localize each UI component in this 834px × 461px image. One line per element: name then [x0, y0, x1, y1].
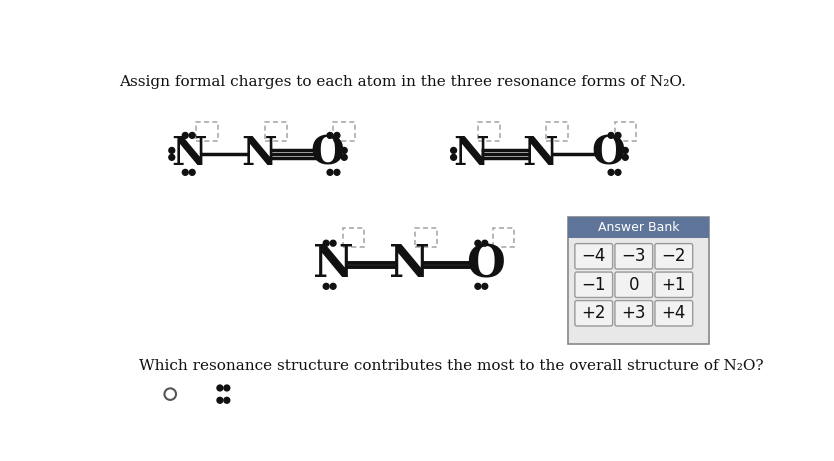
Text: +1: +1: [661, 276, 686, 294]
Text: N: N: [313, 243, 354, 286]
Circle shape: [189, 132, 195, 138]
FancyBboxPatch shape: [575, 272, 613, 297]
Text: −4: −4: [581, 247, 606, 265]
Circle shape: [615, 132, 621, 138]
FancyBboxPatch shape: [415, 228, 437, 247]
Circle shape: [622, 154, 628, 160]
FancyBboxPatch shape: [615, 272, 653, 297]
Circle shape: [168, 148, 174, 154]
Text: −2: −2: [661, 247, 686, 265]
FancyBboxPatch shape: [197, 122, 218, 141]
Text: N: N: [389, 243, 430, 286]
Text: +4: +4: [661, 304, 686, 322]
FancyBboxPatch shape: [493, 228, 515, 247]
Text: Which resonance structure contributes the most to the overall structure of N₂O?: Which resonance structure contributes th…: [138, 359, 763, 372]
Circle shape: [224, 385, 229, 391]
Circle shape: [327, 170, 333, 175]
Text: O: O: [466, 243, 505, 286]
FancyBboxPatch shape: [655, 243, 693, 269]
Text: N: N: [241, 135, 277, 173]
Circle shape: [330, 284, 336, 289]
Text: O: O: [310, 135, 344, 173]
FancyBboxPatch shape: [615, 243, 653, 269]
FancyBboxPatch shape: [655, 301, 693, 326]
Circle shape: [189, 170, 195, 175]
Circle shape: [622, 148, 628, 154]
FancyBboxPatch shape: [655, 272, 693, 297]
FancyBboxPatch shape: [615, 122, 636, 141]
Circle shape: [327, 132, 333, 138]
FancyBboxPatch shape: [575, 243, 613, 269]
Circle shape: [183, 170, 188, 175]
FancyBboxPatch shape: [265, 122, 287, 141]
Circle shape: [330, 240, 336, 246]
FancyBboxPatch shape: [615, 301, 653, 326]
Circle shape: [615, 170, 621, 175]
Text: Answer Bank: Answer Bank: [598, 221, 680, 234]
Circle shape: [608, 170, 614, 175]
Circle shape: [475, 240, 480, 246]
FancyBboxPatch shape: [343, 228, 364, 247]
Text: −3: −3: [621, 247, 646, 265]
Circle shape: [217, 385, 223, 391]
Text: +3: +3: [621, 304, 646, 322]
Text: N: N: [453, 135, 488, 173]
FancyBboxPatch shape: [575, 301, 613, 326]
Text: Assign formal charges to each atom in the three resonance forms of N₂O.: Assign formal charges to each atom in th…: [119, 75, 686, 89]
Circle shape: [475, 284, 480, 289]
FancyBboxPatch shape: [568, 217, 709, 344]
Circle shape: [482, 284, 488, 289]
FancyBboxPatch shape: [546, 122, 568, 141]
Text: N: N: [522, 135, 558, 173]
Circle shape: [224, 397, 229, 403]
Text: N: N: [171, 135, 207, 173]
Circle shape: [450, 154, 456, 160]
Circle shape: [324, 240, 329, 246]
Text: 0: 0: [629, 276, 639, 294]
Circle shape: [324, 284, 329, 289]
Circle shape: [608, 132, 614, 138]
Circle shape: [341, 148, 347, 154]
FancyBboxPatch shape: [334, 122, 355, 141]
Circle shape: [168, 154, 174, 160]
Circle shape: [450, 148, 456, 154]
Text: O: O: [591, 135, 626, 173]
Text: +2: +2: [581, 304, 606, 322]
Text: −1: −1: [581, 276, 606, 294]
Circle shape: [334, 170, 340, 175]
FancyBboxPatch shape: [568, 217, 709, 238]
Circle shape: [217, 397, 223, 403]
Circle shape: [482, 240, 488, 246]
Circle shape: [183, 132, 188, 138]
FancyBboxPatch shape: [478, 122, 500, 141]
Circle shape: [341, 154, 347, 160]
Circle shape: [334, 132, 340, 138]
